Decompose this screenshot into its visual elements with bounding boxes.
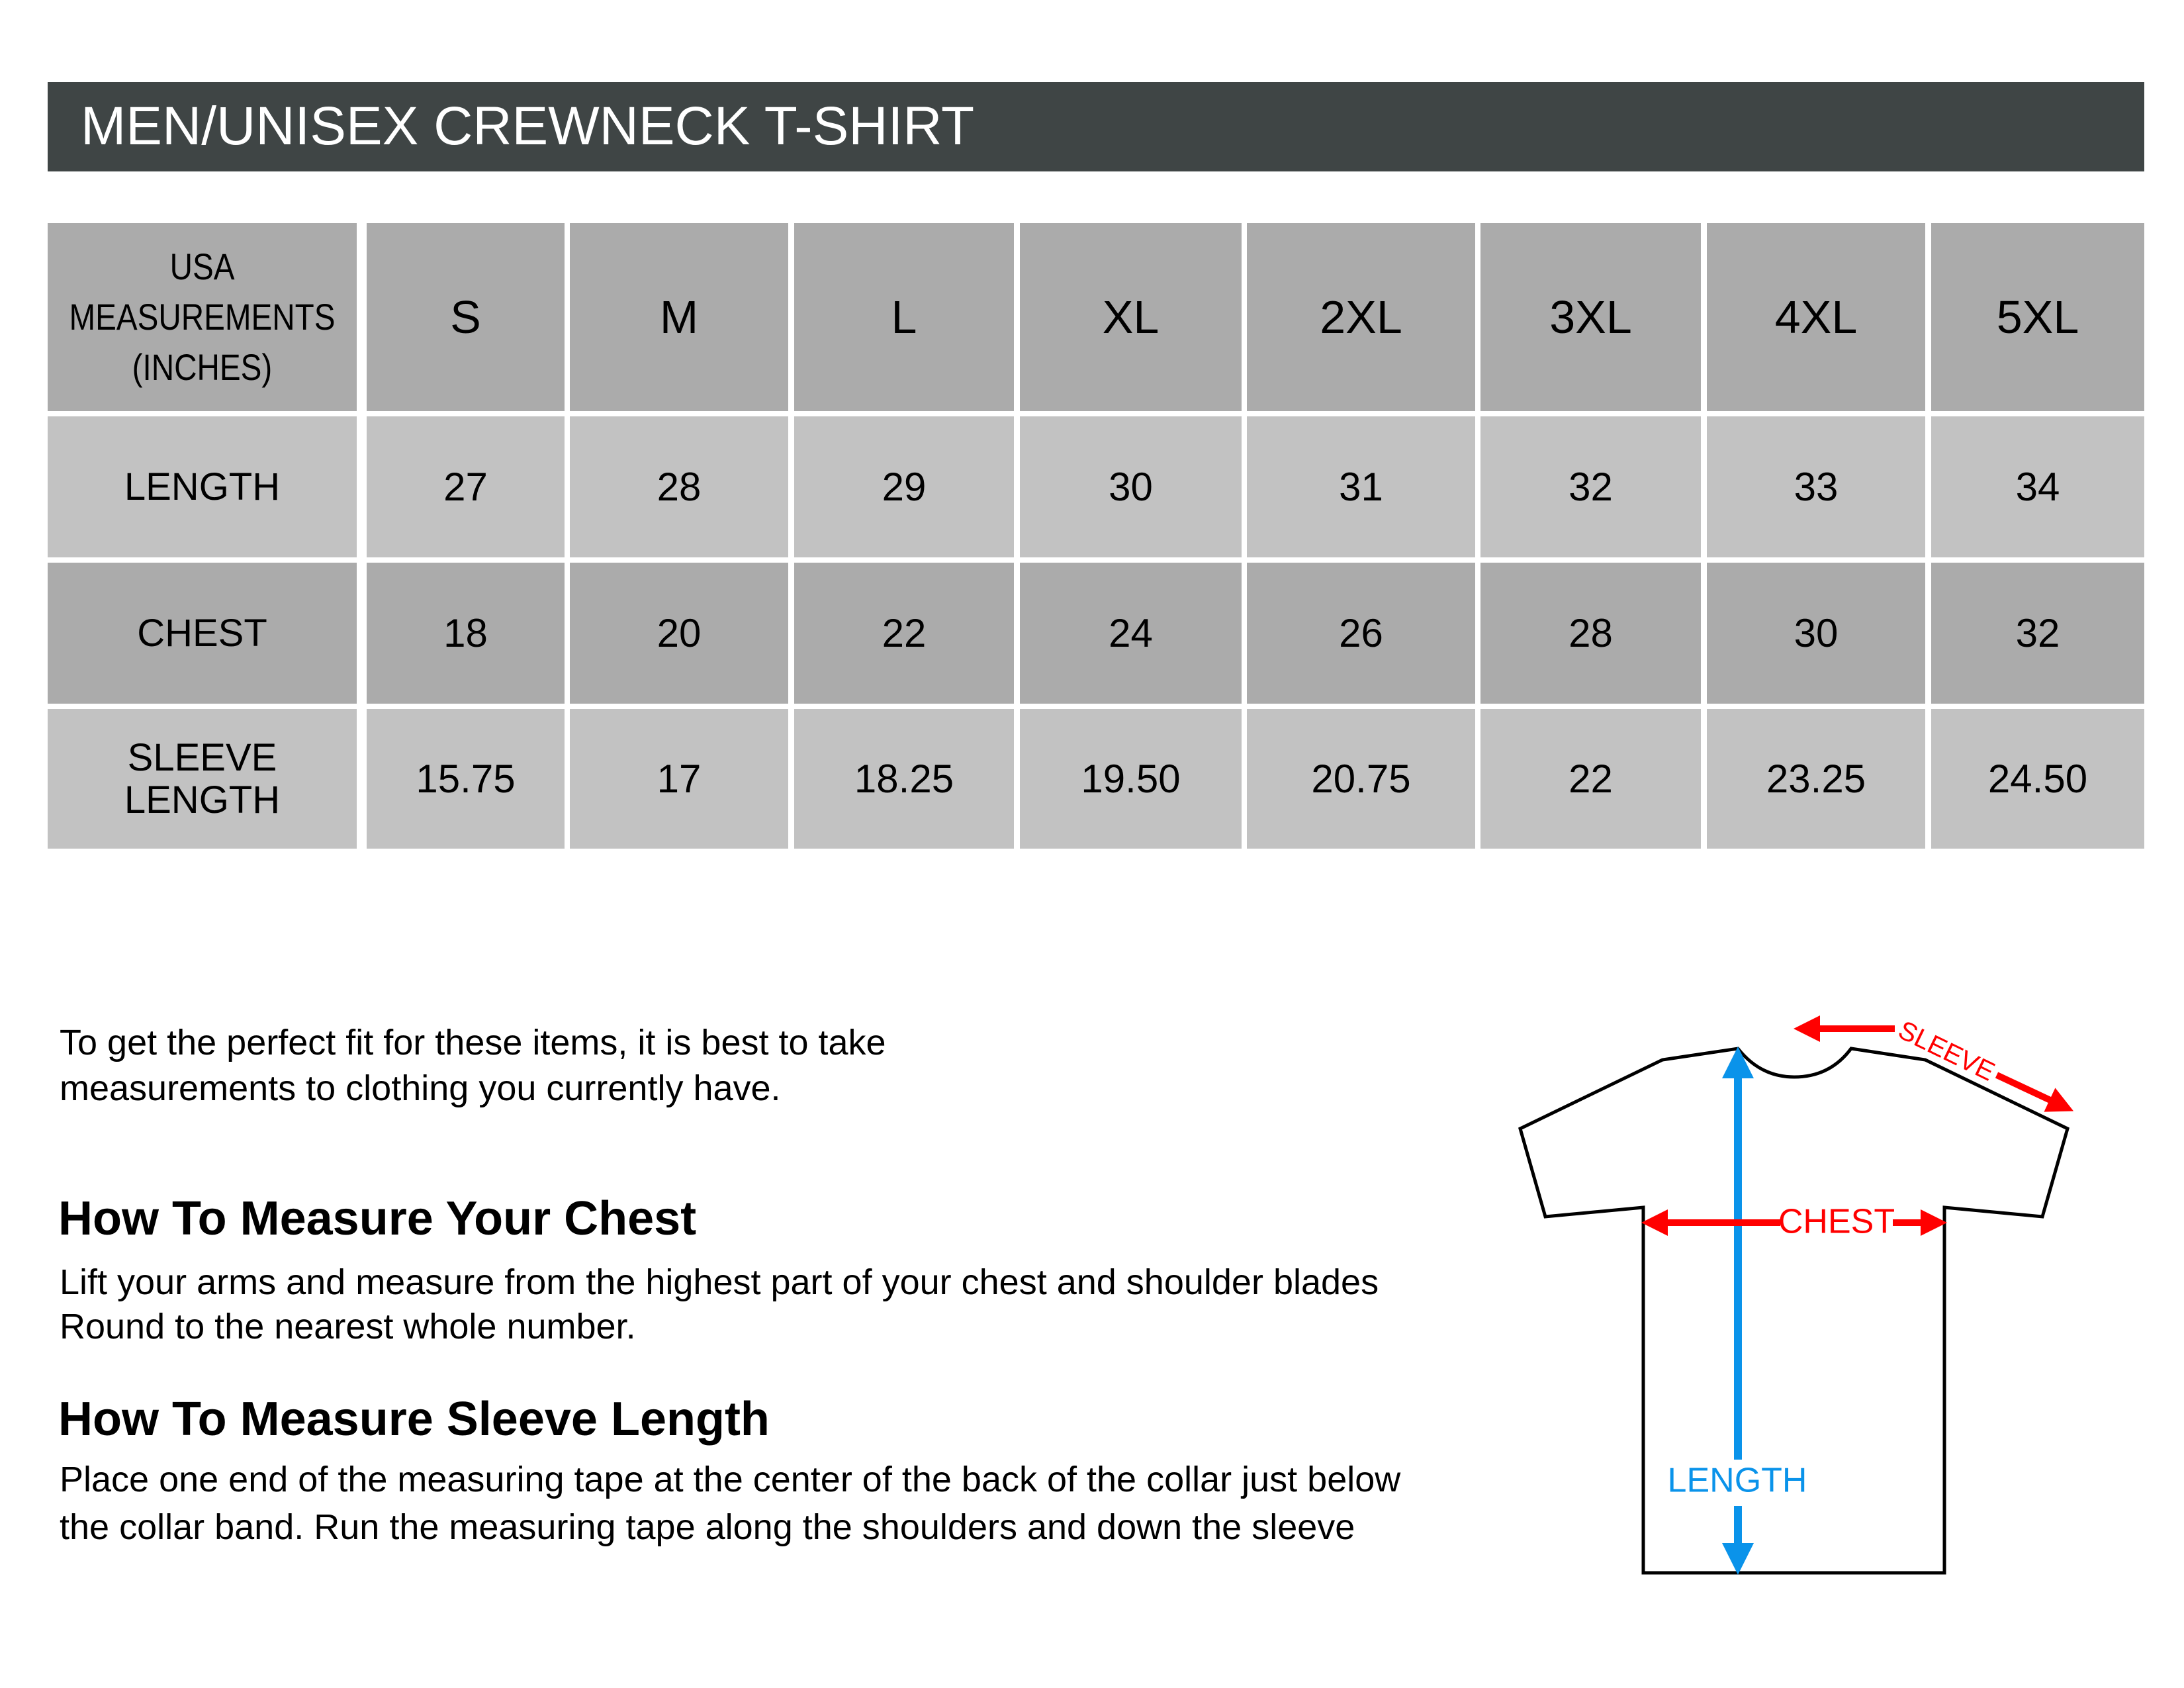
table-cell-text: 22 [1569,757,1613,801]
table-cell-text: 17 [657,757,702,801]
table-cell: 17 [570,709,788,849]
sleeve-body-line-1: Place one end of the measuring tape at t… [60,1460,1401,1499]
table-cell-text: 28 [1569,611,1613,655]
table-cell-text: 27 [443,465,488,509]
table-cell: 33 [1707,416,1925,557]
table-cell: 34 [1931,416,2144,557]
corner-header-cell-text: (INCHES) [132,346,273,388]
table-cell-text: 33 [1794,465,1839,509]
table-cell: 18.25 [794,709,1014,849]
table-cell: 30 [1707,563,1925,704]
table-cell: 27 [367,416,565,557]
table-cell: 32 [1931,563,2144,704]
row-label-text: LENGTH [124,465,281,508]
size-header-2xl: 2XL [1247,223,1475,411]
size-header-3xl-text: 3XL [1549,291,1632,343]
chest-heading: How To Measure Your Chest [58,1192,697,1245]
size-header-m-text: M [659,291,699,343]
table-cell-text: 31 [1339,465,1383,509]
size-header-l-text: L [891,291,917,343]
table-cell: 32 [1480,416,1701,557]
row-label: CHEST [48,563,357,704]
table-cell: 24 [1020,563,1242,704]
table-cell: 19.50 [1020,709,1242,849]
corner-header-cell: USA MEASUREMENTS (INCHES) [48,223,357,411]
table-cell: 18 [367,563,565,704]
size-header-2xl-text: 2XL [1320,291,1402,343]
tshirt-outline [1518,1047,2070,1575]
corner-header-cell-text: USA [169,246,235,287]
table-cell-text: 20.75 [1311,757,1411,801]
corner-header-cell-text: MEASUREMENTS [69,296,336,338]
row-label-text: SLEEVE [127,735,277,779]
length-label: LENGTH [1668,1462,1807,1500]
table-cell: 20 [570,563,788,704]
table-cell-text: 19.50 [1081,757,1181,801]
size-header-4xl: 4XL [1707,223,1925,411]
row-label: LENGTH [48,416,357,557]
table-cell-text: 29 [882,465,927,509]
table-cell-text: 18 [443,611,488,655]
table-cell-text: 28 [657,465,702,509]
size-header-s: S [367,223,565,411]
intro-line-2: measurements to clothing you currently h… [60,1068,781,1108]
table-cell-text: 30 [1109,465,1153,509]
table-cell-text: 18.25 [854,757,954,801]
table-cell-text: 23.25 [1766,757,1866,801]
table-cell-text: 30 [1794,611,1839,655]
table-cell: 20.75 [1247,709,1475,849]
table-cell: 24.50 [1931,709,2144,849]
chest-body-line-1: Lift your arms and measure from the high… [60,1262,1379,1302]
size-header-s-text: S [450,291,481,343]
size-header-5xl-text: 5XL [1996,291,2079,343]
table-cell-text: 24 [1109,611,1153,655]
table-cell-text: 26 [1339,611,1383,655]
size-header-5xl: 5XL [1931,223,2144,411]
row-label: SLEEVE LENGTH [48,709,357,849]
table-cell-text: 24.50 [1987,757,2088,801]
row-label-text: LENGTH [124,778,281,821]
title-bar: MEN/UNISEX CREWNECK T-SHIRT [48,82,2144,171]
sleeve-arrow-bottom [1995,1072,2074,1112]
row-label-text: CHEST [137,611,267,655]
table-cell-text: 32 [1569,465,1613,509]
table-cell: 15.75 [367,709,565,849]
table-cell-text: 15.75 [416,757,516,801]
table-cell: 22 [794,563,1014,704]
table-cell: 31 [1247,416,1475,557]
sleeve-heading: How To Measure Sleeve Length [58,1393,770,1446]
size-header-3xl: 3XL [1480,223,1701,411]
size-header-l: L [794,223,1014,411]
size-header-m: M [570,223,788,411]
table-cell: 26 [1247,563,1475,704]
table-cell-text: 20 [657,611,702,655]
table-cell-text: 22 [882,611,927,655]
table-cell-text: 34 [2015,465,2060,509]
table-cell: 23.25 [1707,709,1925,849]
sleeve-body-line-2: the collar band. Run the measuring tape … [60,1507,1355,1547]
table-cell-text: 32 [2015,611,2060,655]
chest-body-line-2: Round to the nearest whole number. [60,1307,636,1346]
table-cell: 22 [1480,709,1701,849]
page-title: MEN/UNISEX CREWNECK T-SHIRT [81,96,975,156]
chest-label: CHEST [1778,1203,1895,1241]
table-cell: 30 [1020,416,1242,557]
size-header-4xl-text: 4XL [1774,291,1858,343]
intro-line-1: To get the perfect fit for these items, … [60,1023,886,1062]
size-header-xl-text: XL [1102,291,1160,343]
size-header-xl: XL [1020,223,1242,411]
table-cell: 28 [570,416,788,557]
table-cell: 29 [794,416,1014,557]
table-cell: 28 [1480,563,1701,704]
